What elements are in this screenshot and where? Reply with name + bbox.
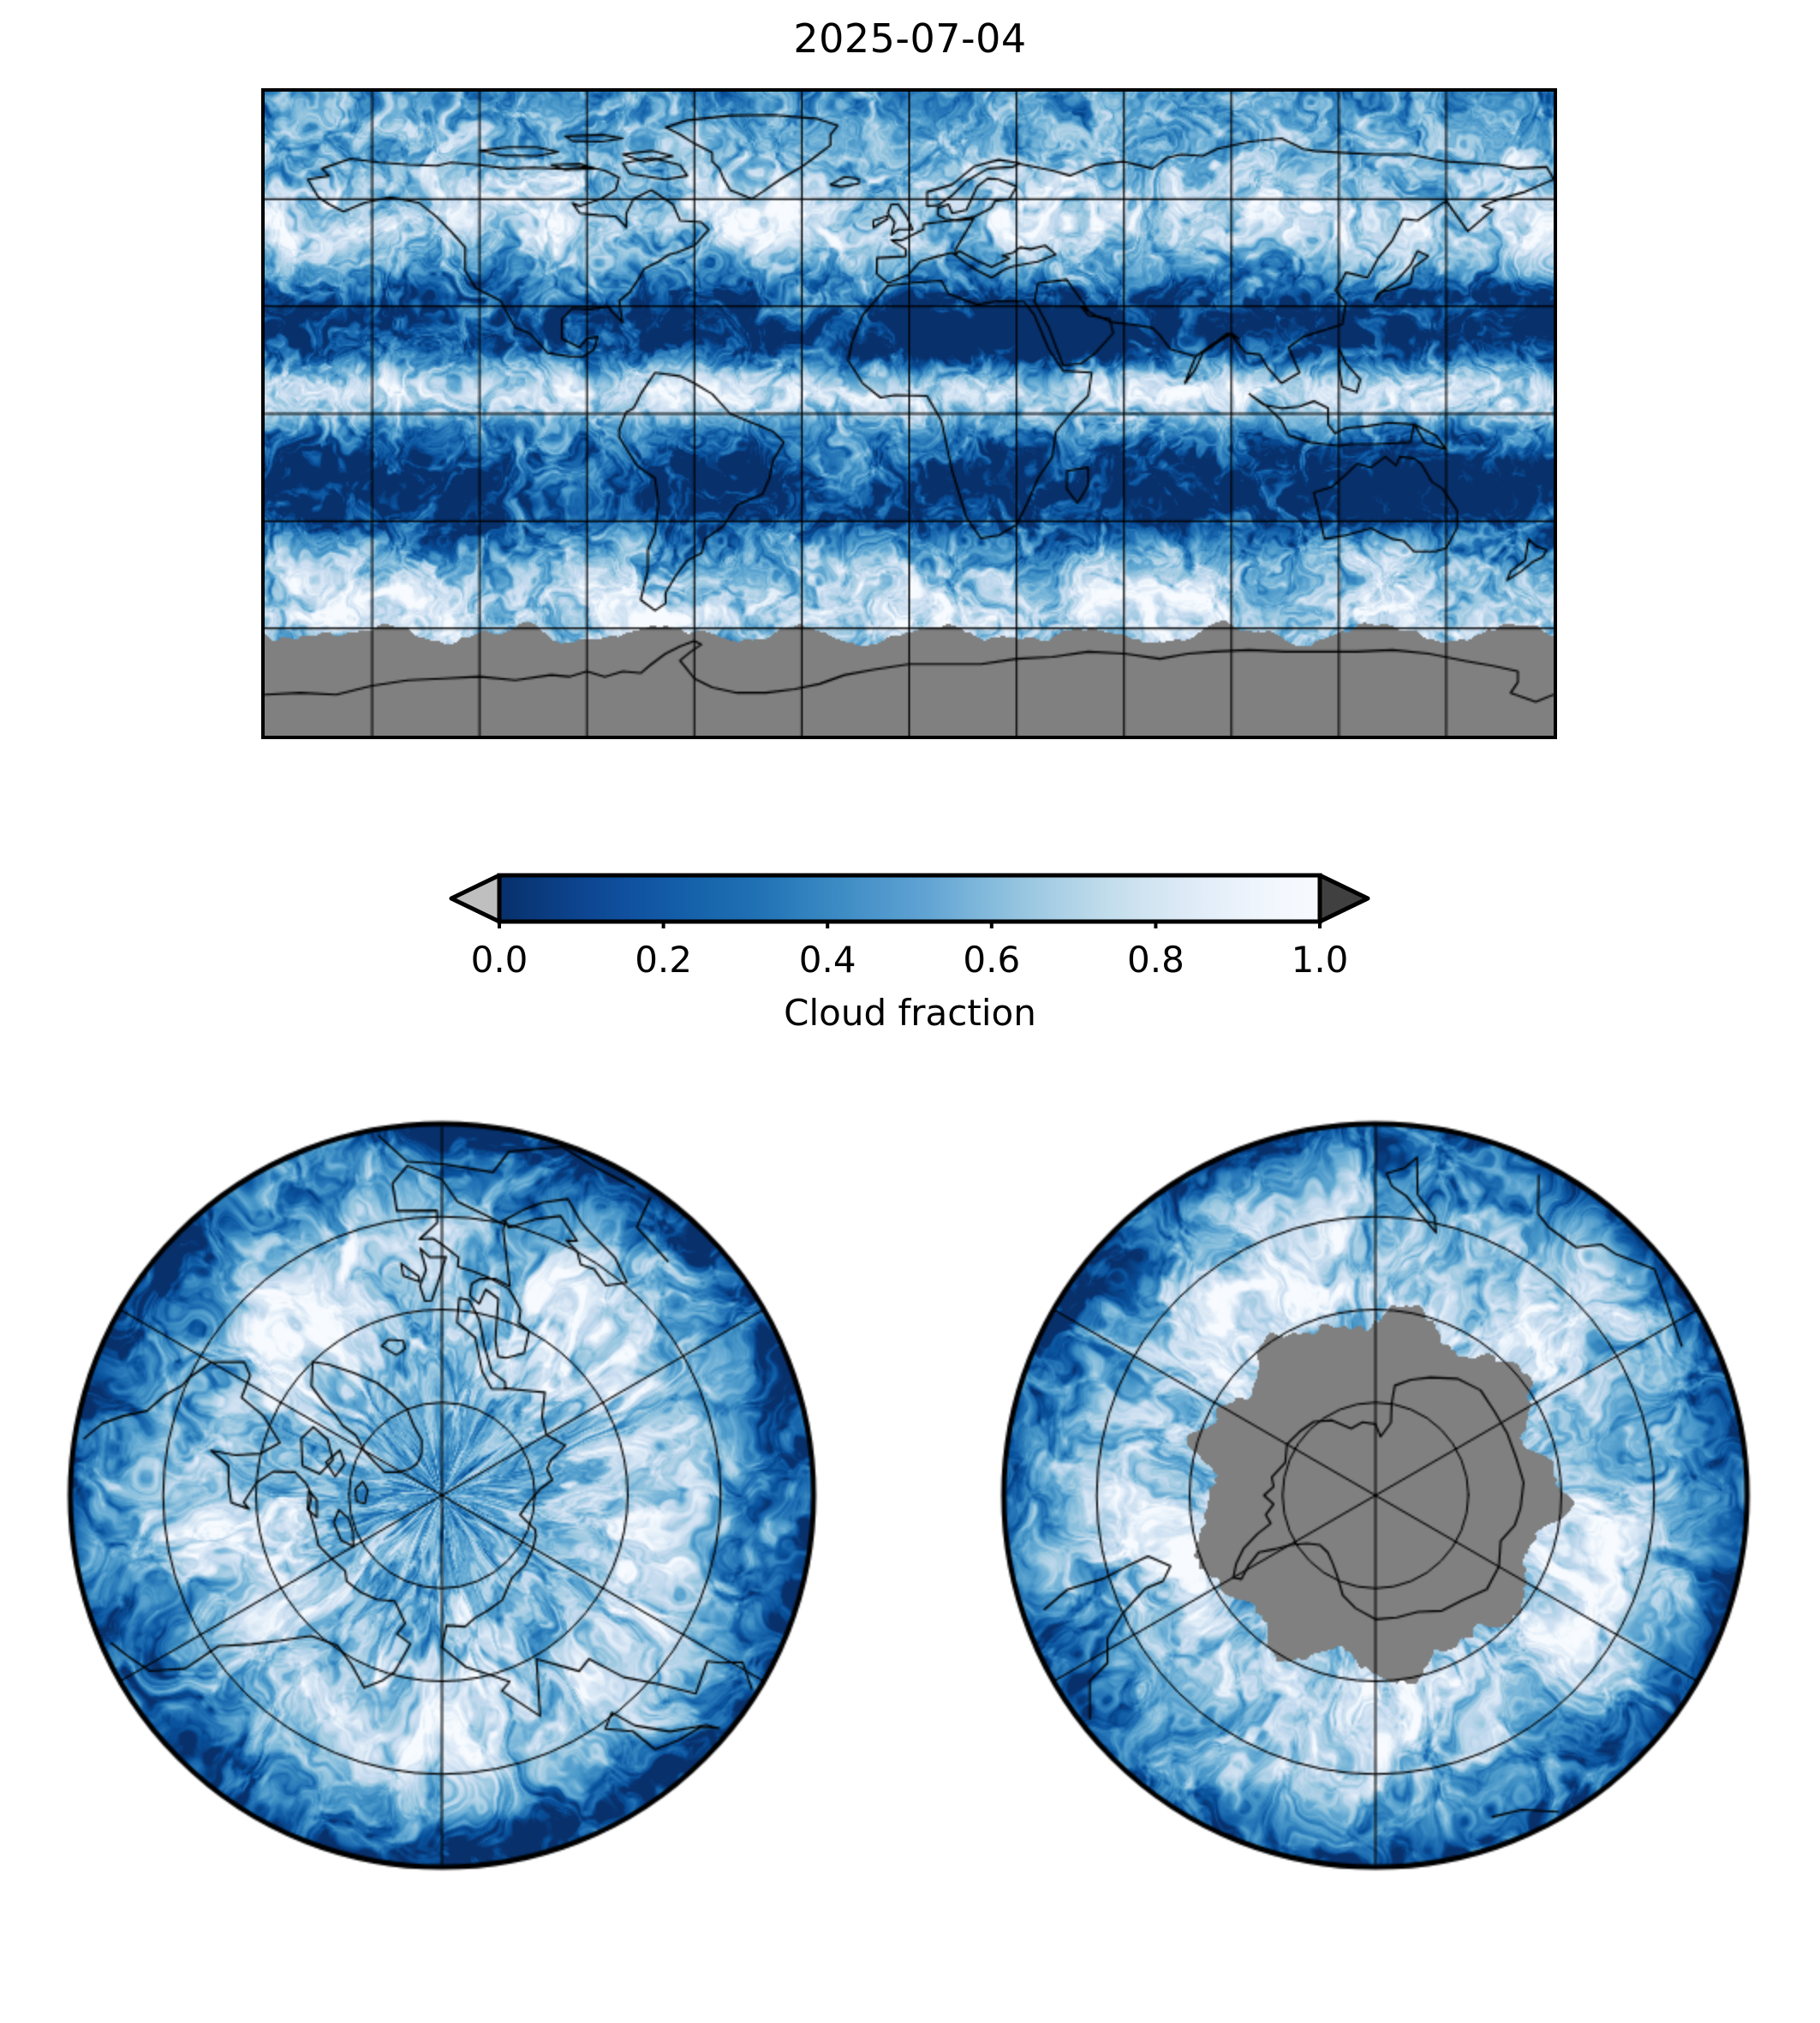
- colorbar-extend-max-arrow: [1317, 873, 1370, 924]
- south-polar-cloud-fraction-heatmap: [999, 1119, 1752, 1872]
- colorbar-tick-label: 0.0: [470, 939, 528, 981]
- colorbar-extend-min-arrow: [449, 873, 502, 924]
- colorbar-gradient-bar: [417, 868, 1402, 940]
- colorbar-svg: [449, 873, 1370, 940]
- colorbar: 0.0 0.2 0.4 0.6 0.8 1.0 Cloud fraction: [0, 856, 1820, 1036]
- colorbar-tick-label: 0.6: [963, 939, 1021, 981]
- north-polar-panel: [65, 1119, 819, 1872]
- colorbar-tick-label: 0.4: [798, 939, 856, 981]
- colorbar-body: [497, 873, 1322, 924]
- global-cloud-fraction-heatmap: [265, 92, 1554, 736]
- global-map-panel: [261, 88, 1557, 739]
- page-title: 2025-07-04: [793, 15, 1027, 62]
- colorbar-tick-label: 1.0: [1291, 939, 1349, 981]
- colorbar-tick-label-row: 0.0 0.2 0.4 0.6 0.8 1.0: [417, 939, 1402, 990]
- south-polar-panel: [999, 1119, 1752, 1872]
- colorbar-tick-label: 0.8: [1126, 939, 1184, 981]
- colorbar-tick-label: 0.2: [635, 939, 692, 981]
- colorbar-axis-label: Cloud fraction: [784, 992, 1036, 1034]
- north-polar-cloud-fraction-heatmap: [65, 1119, 819, 1872]
